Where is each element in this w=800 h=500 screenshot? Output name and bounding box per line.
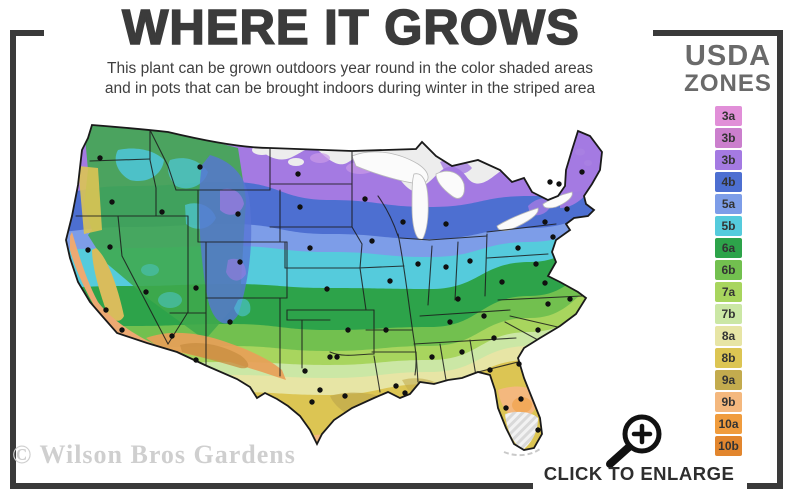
subtitle-line-2: and in pots that can be brought indoors … xyxy=(104,80,596,97)
zone-swatch-4b: 4b xyxy=(715,172,742,192)
frame-bottom-left xyxy=(10,483,533,489)
zone-swatch-10b: 10b xyxy=(715,436,742,456)
frame-top-left xyxy=(10,30,44,36)
zone-swatch-7a: 7a xyxy=(715,282,742,302)
subtitle-line-1: This plant can be grown outdoors year ro… xyxy=(107,60,593,77)
usda-zones-legend: USDA ZONES xyxy=(680,40,776,97)
frame-right xyxy=(777,30,783,489)
magnifier-plus-icon[interactable] xyxy=(594,406,668,472)
great-lakes xyxy=(351,151,573,241)
zone-swatch-9a: 9a xyxy=(715,370,742,390)
zone-swatch-10a: 10a xyxy=(715,414,742,434)
zone-swatch-8b: 8b xyxy=(715,348,742,368)
frame-bottom-right xyxy=(747,483,783,489)
zone-swatch-8a: 8a xyxy=(715,326,742,346)
watermark: © Wilson Bros Gardens xyxy=(12,440,296,469)
page-title: WHERE IT GROWS xyxy=(121,0,580,56)
zone-swatch-6b: 6b xyxy=(715,260,742,280)
click-to-enlarge-button[interactable]: CLICK TO ENLARGE xyxy=(543,463,735,484)
legend-title: USDA ZONES xyxy=(680,40,776,97)
frame-left xyxy=(10,30,16,489)
city-dots xyxy=(85,155,585,433)
legend-title-line2: ZONES xyxy=(684,70,772,97)
frame-top-right xyxy=(653,30,783,36)
zone-swatch-5a: 5a xyxy=(715,194,742,214)
zone-swatch-6a: 6a xyxy=(715,238,742,258)
usa-outline xyxy=(65,124,603,451)
zone-swatch-3b: 3b xyxy=(715,150,742,170)
zone-swatch-3a: 3a xyxy=(715,106,742,126)
florida-keys xyxy=(503,448,541,457)
zone-legend-list: 3a 3b 3b 4b 5a 5b 6a 6b 7a 7b 8a 8b 9a 9b 10a 10b xyxy=(715,106,742,458)
zone-swatch-9b: 9b xyxy=(715,392,742,412)
zone-swatch-5b: 5b xyxy=(715,216,742,236)
state-borders xyxy=(75,129,583,393)
subtitle: This plant can be grown outdoors year ro… xyxy=(40,59,660,99)
zone-swatch-7b: 7b xyxy=(715,304,742,324)
zone-swatch-3b: 3b xyxy=(715,128,742,148)
legend-title-line1: USDA xyxy=(684,40,772,72)
